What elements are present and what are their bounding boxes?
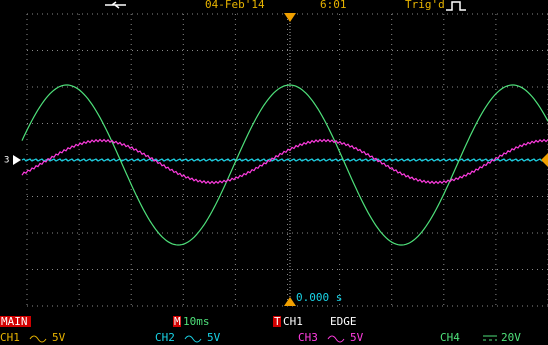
timebase: 10ms xyxy=(183,315,210,328)
trigger-source: CH1 xyxy=(283,315,303,328)
time-offset: 0.000 s xyxy=(296,291,342,304)
mode: MAIN xyxy=(1,315,28,328)
ground-marker: 3 xyxy=(4,156,9,166)
channel-scale: 20V xyxy=(501,331,521,344)
channel-scale: 5V xyxy=(207,331,221,344)
background xyxy=(0,0,548,345)
channel-scale: 5V xyxy=(52,331,66,344)
scope-screen: 04-Feb'14 6:01 Trig'd 3 0.000 s MAIN M 1… xyxy=(0,0,548,345)
date: 04-Feb'14 xyxy=(205,0,265,11)
channel-name: CH2 xyxy=(155,331,175,344)
channel-name: CH4 xyxy=(440,331,460,344)
trigger-label: T xyxy=(274,315,281,328)
trigger-type: EDGE xyxy=(330,315,357,328)
channel-name: CH3 xyxy=(298,331,318,344)
trigger-status: Trig'd xyxy=(405,0,445,11)
timebase-label: M xyxy=(174,315,181,328)
channel-scale: 5V xyxy=(350,331,364,344)
channel-name: CH1 xyxy=(0,331,20,344)
time: 6:01 xyxy=(320,0,347,11)
